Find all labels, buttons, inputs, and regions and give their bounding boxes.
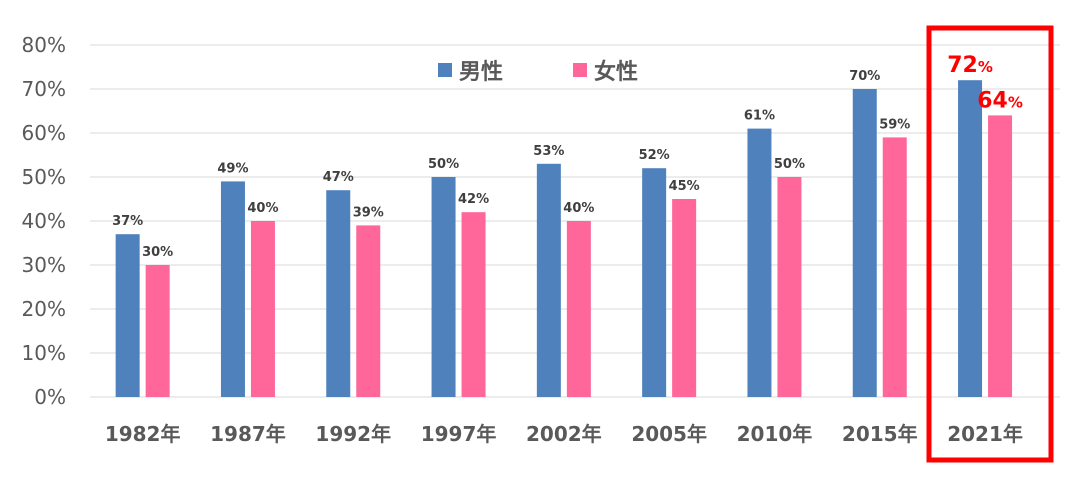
y-tick-label: 70% (22, 77, 66, 101)
data-label-female: 50% (774, 157, 805, 172)
data-label-male: 70% (849, 69, 880, 84)
bar-male (747, 128, 772, 397)
x-axis-ticks: 1982年 1987年 1992年 1997年 2002年 2005年 2010年 2015年… (105, 422, 1023, 446)
bar-female (145, 265, 170, 397)
data-label-female: 40% (563, 201, 594, 216)
y-tick-label: 80% (22, 33, 66, 57)
legend-swatch-female (573, 63, 587, 77)
bar-female (988, 115, 1013, 398)
data-label-female: 59% (879, 117, 910, 132)
x-tick-label: 2005年 (631, 422, 707, 446)
bar-male (431, 177, 456, 397)
highlight-frame (926, 25, 1054, 463)
bar-female (356, 225, 381, 397)
bar-female (882, 137, 907, 397)
data-label-female: 42% (458, 192, 489, 207)
bar-female (672, 199, 697, 397)
bars (115, 80, 1013, 398)
x-tick-label: 1997年 (421, 422, 497, 446)
y-tick-label: 30% (22, 253, 66, 277)
y-tick-label: 40% (22, 209, 66, 233)
data-label-male: 37% (112, 214, 143, 229)
y-axis-ticks: 0% 10% 20% 30% 40% 50% 60% 70% 80% (22, 33, 66, 409)
x-tick-label: 1992年 (315, 422, 391, 446)
data-label-female: 64% (977, 88, 1023, 113)
data-label-male: 72% (947, 53, 993, 78)
bar-male (642, 168, 667, 397)
y-tick-label: 0% (34, 385, 66, 409)
legend-label-male: 男性 (459, 60, 503, 85)
data-label-male: 61% (744, 109, 775, 124)
bar-male (536, 163, 561, 397)
y-tick-label: 20% (22, 297, 66, 321)
legend-swatch-male (438, 63, 452, 77)
bar-male (852, 89, 877, 397)
data-label-female: 45% (669, 179, 700, 194)
bar-female (566, 221, 591, 397)
x-tick-label: 1982年 (105, 422, 181, 446)
data-label-male: 52% (639, 148, 670, 163)
y-tick-label: 10% (22, 341, 66, 365)
y-tick-label: 60% (22, 121, 66, 145)
bar-female (777, 177, 802, 397)
x-tick-label: 2010年 (737, 422, 813, 446)
legend: 男性 女性 (438, 59, 638, 85)
data-label-female: 30% (142, 245, 173, 260)
x-tick-label: 2002年 (526, 422, 602, 446)
bar-female (461, 212, 486, 397)
data-label-female: 40% (247, 201, 278, 216)
bar-male (115, 234, 140, 397)
data-label-male: 47% (323, 170, 354, 185)
data-label-male: 49% (217, 161, 248, 176)
data-label-female: 39% (353, 205, 384, 220)
x-tick-label: 2015年 (842, 422, 918, 446)
bar-female (250, 221, 275, 397)
x-tick-label: 1987年 (210, 422, 286, 446)
bar-male (326, 190, 351, 397)
y-tick-label: 50% (22, 165, 66, 189)
legend-label-female: 女性 (594, 59, 638, 85)
data-label-male: 50% (428, 157, 459, 172)
x-tick-label: 2021年 (947, 422, 1023, 446)
bar-male (220, 181, 245, 397)
data-labels: 37% 30% 49% 40% 47% 39% 50% 42% 53% 40% 52% 45% 61% 5… (112, 53, 1023, 260)
data-label-male: 53% (533, 144, 564, 159)
bar-male (958, 80, 983, 397)
